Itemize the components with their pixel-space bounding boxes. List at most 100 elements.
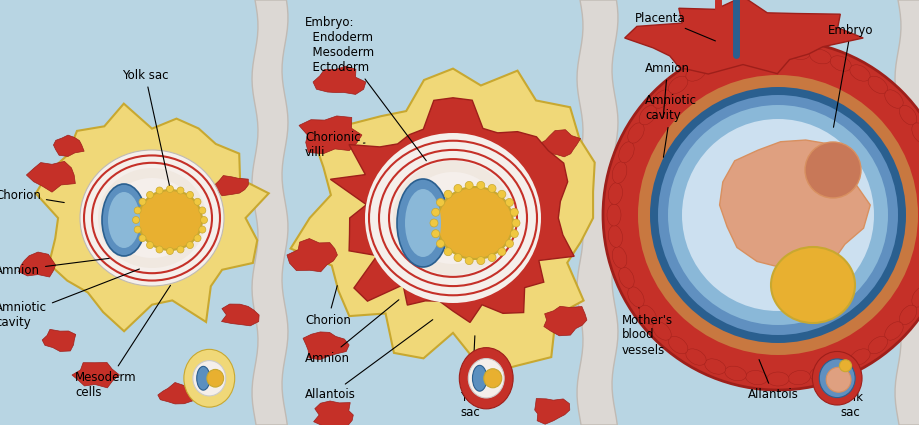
Circle shape	[429, 219, 437, 227]
Ellipse shape	[483, 369, 501, 388]
Ellipse shape	[98, 168, 206, 268]
Circle shape	[431, 208, 439, 216]
Circle shape	[156, 187, 163, 194]
Circle shape	[187, 191, 193, 198]
Circle shape	[444, 190, 451, 198]
Ellipse shape	[197, 366, 210, 390]
Polygon shape	[158, 382, 196, 404]
Circle shape	[200, 216, 208, 224]
Ellipse shape	[868, 76, 887, 94]
Text: Yolk
sac: Yolk sac	[814, 372, 862, 419]
Ellipse shape	[724, 49, 745, 64]
Ellipse shape	[804, 142, 860, 198]
Polygon shape	[537, 130, 580, 157]
Text: Mesoderm
cells: Mesoderm cells	[75, 285, 170, 399]
Circle shape	[199, 207, 206, 214]
Polygon shape	[18, 252, 55, 277]
Polygon shape	[290, 68, 594, 374]
Text: Amnion: Amnion	[644, 62, 689, 117]
Ellipse shape	[770, 247, 854, 323]
Ellipse shape	[899, 305, 916, 325]
Polygon shape	[27, 162, 75, 192]
Polygon shape	[299, 116, 361, 154]
Circle shape	[510, 230, 517, 238]
Ellipse shape	[459, 348, 513, 409]
Ellipse shape	[685, 349, 706, 365]
Ellipse shape	[911, 287, 919, 307]
Text: Chorionic
villi: Chorionic villi	[0, 424, 1, 425]
Polygon shape	[719, 140, 869, 272]
Ellipse shape	[138, 190, 202, 250]
Circle shape	[134, 207, 141, 214]
Circle shape	[487, 184, 495, 193]
Text: Allantois: Allantois	[305, 320, 432, 402]
Ellipse shape	[899, 105, 916, 125]
Ellipse shape	[825, 367, 850, 392]
Ellipse shape	[744, 45, 766, 60]
Text: Amniotic
cavity: Amniotic cavity	[0, 269, 140, 329]
Circle shape	[510, 208, 517, 216]
Polygon shape	[624, 0, 862, 74]
Polygon shape	[894, 0, 919, 425]
Ellipse shape	[607, 204, 620, 226]
Ellipse shape	[652, 322, 671, 340]
Ellipse shape	[766, 44, 789, 58]
Ellipse shape	[397, 179, 448, 267]
Ellipse shape	[639, 305, 656, 325]
Polygon shape	[312, 66, 366, 94]
Ellipse shape	[611, 162, 626, 183]
Circle shape	[199, 226, 206, 233]
Ellipse shape	[108, 192, 140, 248]
Text: Amnion: Amnion	[305, 300, 399, 365]
Circle shape	[497, 190, 505, 198]
Ellipse shape	[404, 172, 501, 264]
Ellipse shape	[652, 90, 671, 108]
Polygon shape	[252, 0, 288, 425]
Ellipse shape	[884, 322, 902, 340]
Ellipse shape	[639, 105, 656, 125]
Ellipse shape	[788, 371, 810, 385]
Polygon shape	[330, 98, 573, 323]
Polygon shape	[42, 329, 75, 351]
Ellipse shape	[724, 366, 745, 381]
Ellipse shape	[849, 349, 869, 365]
Text: Amnion: Amnion	[0, 258, 109, 277]
Ellipse shape	[704, 56, 725, 71]
Ellipse shape	[365, 133, 540, 303]
Ellipse shape	[838, 360, 851, 372]
Polygon shape	[313, 401, 353, 425]
Ellipse shape	[184, 349, 234, 407]
Ellipse shape	[468, 359, 504, 398]
Polygon shape	[302, 332, 348, 360]
Ellipse shape	[637, 75, 917, 355]
Circle shape	[139, 235, 146, 242]
Circle shape	[453, 184, 461, 193]
Polygon shape	[214, 176, 248, 196]
Polygon shape	[221, 304, 259, 326]
Ellipse shape	[668, 76, 687, 94]
Circle shape	[505, 240, 513, 247]
Ellipse shape	[392, 161, 513, 275]
Ellipse shape	[108, 178, 196, 258]
Ellipse shape	[437, 187, 513, 259]
Ellipse shape	[766, 372, 789, 386]
Circle shape	[176, 246, 184, 253]
Circle shape	[132, 216, 140, 224]
Circle shape	[476, 257, 484, 265]
Ellipse shape	[819, 359, 855, 398]
Ellipse shape	[627, 123, 643, 143]
Text: Amniotic
cavity: Amniotic cavity	[644, 94, 697, 157]
Ellipse shape	[618, 142, 633, 163]
Ellipse shape	[618, 267, 633, 288]
Circle shape	[512, 219, 519, 227]
Ellipse shape	[627, 287, 643, 307]
Ellipse shape	[811, 351, 861, 405]
Circle shape	[436, 198, 444, 207]
Circle shape	[436, 240, 444, 247]
Text: Placenta: Placenta	[634, 11, 715, 41]
Ellipse shape	[744, 371, 766, 385]
Ellipse shape	[829, 359, 850, 374]
Ellipse shape	[809, 49, 831, 64]
Circle shape	[166, 247, 174, 255]
Text: Allantois: Allantois	[747, 360, 798, 402]
